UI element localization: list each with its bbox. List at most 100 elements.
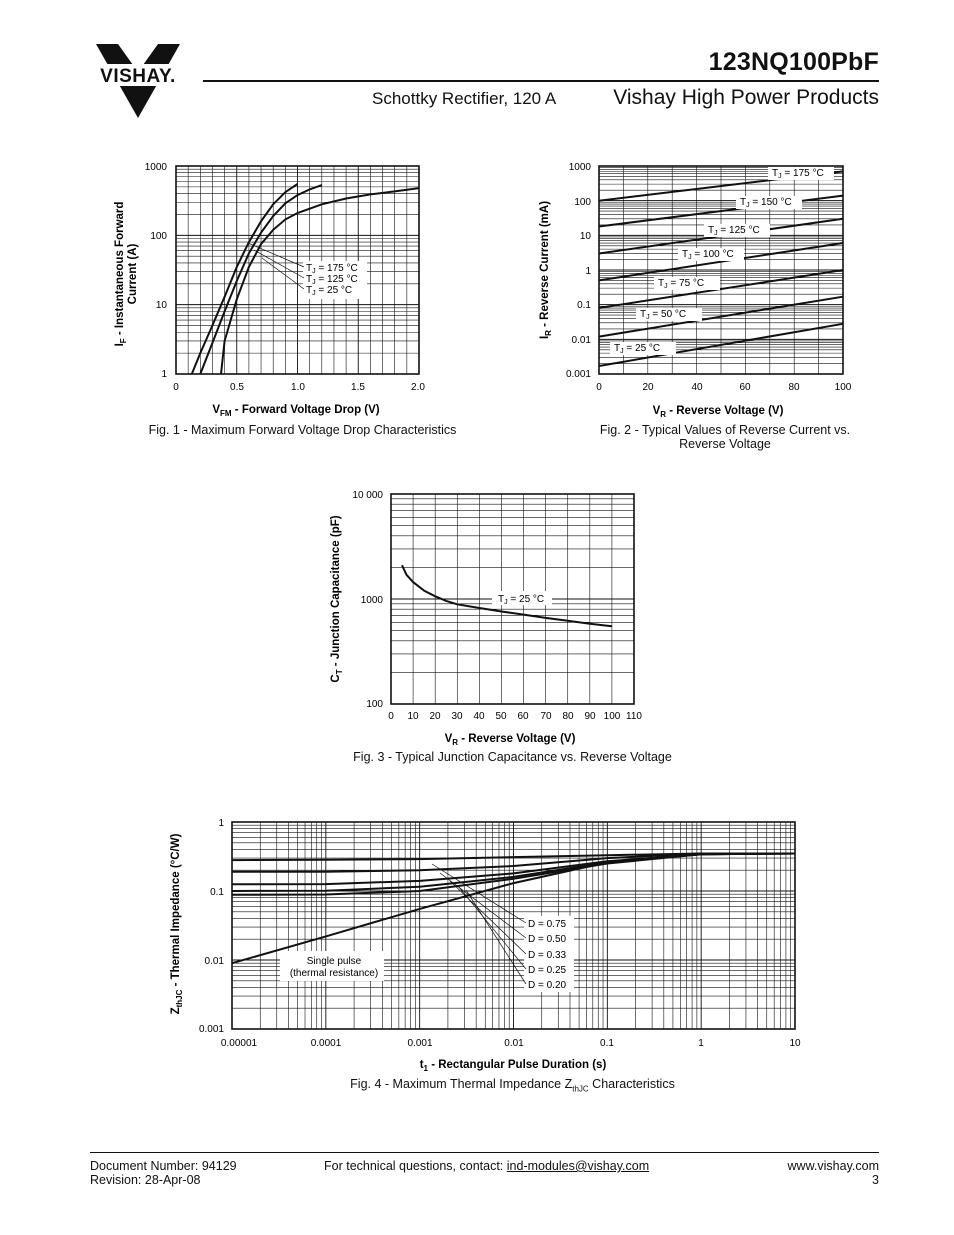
fig2-curve-label: TJ = 150 °C [740,197,792,209]
fig2-ytick: 10 [580,231,592,242]
fig1-ytick: 10 [156,300,168,311]
fig1-frame [175,165,420,375]
fig3-xtick: 100 [604,711,621,722]
svg-text:Single pulse: Single pulse [307,956,362,967]
fig4-caption-rest: Characteristics [588,1077,675,1091]
fig4-d-label: D = 0.50 [528,934,567,945]
fig2-xtick: 0 [596,382,602,393]
fig3-xtick: 70 [540,711,552,722]
fig2-curve-label: TJ = 125 °C [708,225,760,237]
fig2-curve-label: TJ = 50 °C [640,309,686,321]
fig4-d-label: D = 0.25 [528,965,567,976]
fig1-series-line [190,183,299,375]
fig3-series-line [401,564,613,628]
fig4-ytick: 0.1 [210,887,224,898]
fig3-grid [391,494,634,704]
header-rule [203,80,879,82]
fig3-xtick: 50 [495,711,507,722]
document-subtitle: Schottky Rectifier, 120 A [372,89,557,108]
svg-text:ZthJC - Thermal Impedance (°C/: ZthJC - Thermal Impedance (°C/W) [170,833,184,1014]
fig3-xtick: 110 [626,711,642,722]
fig1-caption: Fig. 1 - Maximum Forward Voltage Drop Ch… [148,423,457,437]
fig1-ytick: 1 [161,369,167,380]
fig2-caption-line: Fig. 2 - Typical Values of Reverse Curre… [599,423,851,437]
fig4-caption-sub: thJC [572,1084,589,1094]
fig2-chart: TJ = 175 °C TJ = 150 °C TJ = 125 °C TJ = 10… [539,162,852,419]
fig3-xtick: 80 [562,711,574,722]
fig2-ytick: 0.01 [572,335,592,346]
fig3-xtick: 30 [451,711,463,722]
fig3-legend: TJ = 25 °C [492,591,552,606]
fig4-ytick: 0.01 [205,956,225,967]
fig2-xtick: 20 [642,382,654,393]
fig4-xtick: 1 [698,1038,704,1049]
fig4-d-label: D = 0.33 [528,950,567,961]
fig2-xtick: 100 [835,382,852,393]
fig3-ytick: 100 [366,699,383,710]
fig4-xtick: 0.001 [407,1038,432,1049]
fig2-series-line [598,194,844,228]
document-number: Document Number: 94129 [90,1159,237,1173]
fig1-chart: 1000 100 10 1 0 0.5 1.0 1.5 2.0 TJ = 175… [114,162,425,418]
svg-text:TJ = 125 °C: TJ = 125 °C [306,274,358,286]
fig1-xtick: 2.0 [411,382,425,393]
fig1-series-line [199,184,323,375]
fig2-series-line [598,322,844,367]
fig2-series-line [598,295,844,338]
footer-right: www.vishay.com 3 [788,1159,879,1187]
fig1-ytick: 100 [150,231,167,242]
fig4-xlabel: t1 - Rectangular Pulse Duration (s) [420,1059,607,1073]
fig3-frame [390,493,635,705]
fig3-xtick: 20 [429,711,441,722]
fig4-d-labels: D = 0.75 D = 0.50 D = 0.33 D = 0.25 D = … [431,863,574,992]
fig3-caption: Fig. 3 - Typical Junction Capacitance vs… [353,750,672,764]
fig3-ytick: 1000 [361,595,384,606]
fig2-curve-label: TJ = 100 °C [682,249,734,261]
fig2-curve-label: TJ = 75 °C [658,278,704,290]
fig4-xtick: 10 [789,1038,801,1049]
svg-text:TJ = 175 °C: TJ = 175 °C [306,263,358,275]
fig3-xtick: 40 [473,711,485,722]
fig2-ytick: 100 [574,197,591,208]
fig4-lines [231,852,796,965]
fig4-caption-main: Fig. 4 - Maximum Thermal Impedance Z [350,1077,573,1091]
fig2-ylabel: IR - Reverse Current (mA) [539,201,553,339]
fig1-grid [176,166,419,374]
website-link[interactable]: www.vishay.com [787,1159,879,1173]
footer-rule [90,1152,879,1153]
fig1-ylabel: IF - Instantaneous Forward Current (A) [114,202,139,347]
fig4-chart: D = 0.75 D = 0.50 D = 0.33 D = 0.25 D = … [170,818,801,1073]
fig3-xlabel: VR - Reverse Voltage (V) [445,733,576,747]
footer-left: Document Number: 94129 Revision: 28-Apr-… [90,1159,237,1187]
fig4-frame [231,821,796,1030]
fig2-curve-label: TJ = 175 °C [772,168,824,180]
fig4-d-label: D = 0.20 [528,980,567,991]
svg-text:IR - Reverse Current (mA): IR - Reverse Current (mA) [539,201,553,339]
fig4-xtick: 0.00001 [221,1038,258,1049]
fig1-xtick: 0.5 [230,382,244,393]
fig2-series-line [598,242,844,282]
fig4-series-line [231,852,796,965]
fig1-xlabel: VFM - Forward Voltage Drop (V) [212,404,379,418]
fig3-xtick: 10 [407,711,419,722]
fig4-xtick: 0.0001 [311,1038,342,1049]
fig2-curve-label: TJ = 25 °C [614,343,660,355]
fig4-xtick: 0.1 [600,1038,614,1049]
fig4-ytick: 1 [218,818,224,829]
page-number: 3 [872,1173,879,1187]
svg-text:Current (A): Current (A) [127,243,139,304]
fig2-labels: TJ = 175 °C TJ = 150 °C TJ = 125 °C TJ = 10… [610,167,834,355]
fig2-ytick: 1000 [569,162,592,173]
revision: Revision: 28-Apr-08 [90,1173,201,1187]
fig2-lines [598,170,844,367]
part-number: 123NQ100PbF [708,48,879,76]
fig2-xtick: 40 [691,382,703,393]
logo-text: VISHAY. [100,66,176,87]
brand-line: Vishay High Power Products [613,86,879,109]
fig4-ytick: 0.001 [199,1024,224,1035]
svg-text:TJ = 25 °C: TJ = 25 °C [306,285,352,297]
fig1-legend: TJ = 175 °C TJ = 125 °C TJ = 25 °C [247,242,367,299]
contact-email-link[interactable]: ind-modules@vishay.com [506,1159,650,1173]
fig1-xtick: 1.0 [291,382,305,393]
svg-text:CT - Junction Capacitance (pF): CT - Junction Capacitance (pF) [330,515,344,682]
